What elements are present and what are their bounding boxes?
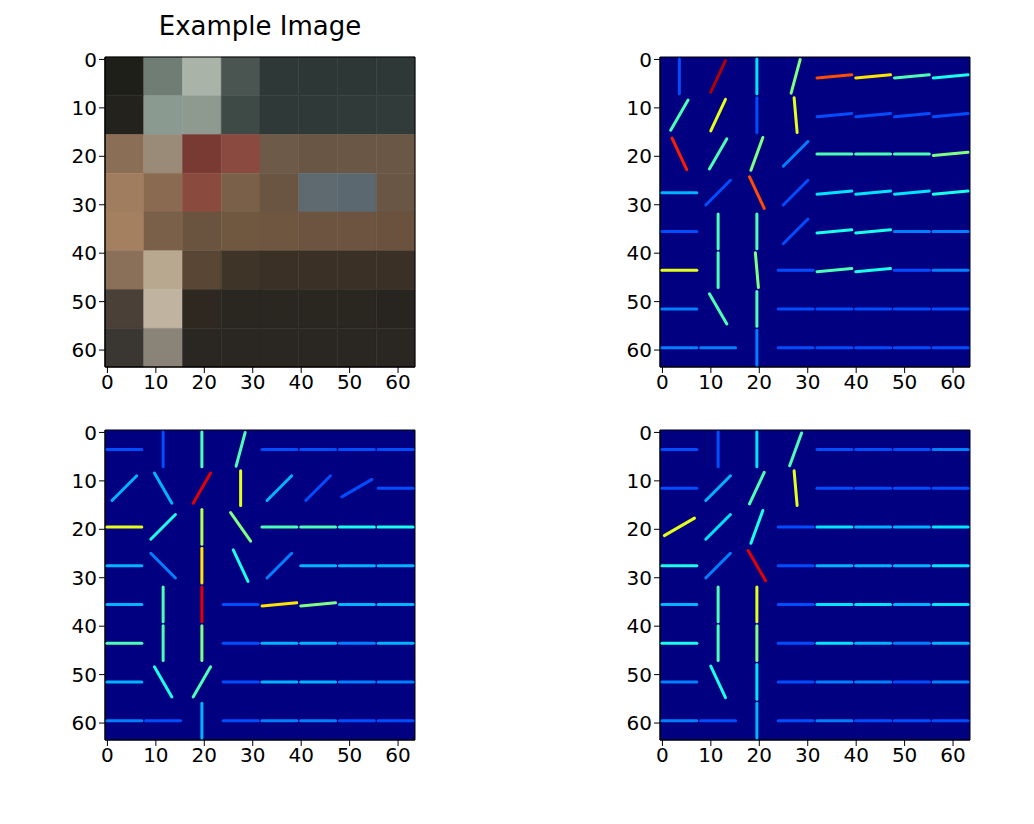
svg-text:60: 60	[385, 370, 410, 394]
html-text:Example Image: Example Image	[158, 11, 362, 41]
svg-text:10: 10	[143, 370, 168, 394]
svg-text:60: 60	[940, 370, 965, 394]
svg-text:40: 40	[627, 241, 652, 265]
svg-text:10: 10	[627, 96, 652, 120]
svg-text:30: 30	[627, 193, 652, 217]
svg-text:0: 0	[84, 421, 97, 445]
svg-text:40: 40	[72, 614, 97, 638]
svg-text:60: 60	[72, 711, 97, 735]
svg-text:20: 20	[72, 144, 97, 168]
svg-text:20: 20	[747, 370, 772, 394]
svg-text:30: 30	[627, 566, 652, 590]
svg-text:50: 50	[72, 290, 97, 314]
svg-text:40: 40	[627, 614, 652, 638]
svg-text:50: 50	[892, 743, 917, 767]
svg-text:30: 30	[795, 370, 820, 394]
svg-text:30: 30	[240, 743, 265, 767]
svg-text:30: 30	[72, 193, 97, 217]
svg-text:0: 0	[639, 421, 652, 445]
svg-text:40: 40	[843, 370, 868, 394]
svg-text:40: 40	[288, 370, 313, 394]
svg-text:50: 50	[72, 663, 97, 687]
svg-text:30: 30	[72, 566, 97, 590]
svg-text:60: 60	[627, 711, 652, 735]
svg-text:50: 50	[892, 370, 917, 394]
svg-text:20: 20	[192, 743, 217, 767]
svg-text:0: 0	[639, 48, 652, 72]
svg-text:60: 60	[940, 743, 965, 767]
svg-text:30: 30	[795, 743, 820, 767]
svg-text:60: 60	[627, 338, 652, 362]
svg-text:10: 10	[627, 469, 652, 493]
svg-text:40: 40	[72, 241, 97, 265]
svg-text:60: 60	[385, 743, 410, 767]
svg-text:60: 60	[72, 338, 97, 362]
svg-text:0: 0	[84, 48, 97, 72]
svg-text:40: 40	[288, 743, 313, 767]
svg-text:10: 10	[698, 743, 723, 767]
svg-text:50: 50	[337, 370, 362, 394]
svg-text:10: 10	[143, 743, 168, 767]
svg-text:20: 20	[192, 370, 217, 394]
svg-text:0: 0	[656, 743, 669, 767]
svg-text:0: 0	[101, 370, 114, 394]
svg-text:20: 20	[627, 144, 652, 168]
svg-text:50: 50	[337, 743, 362, 767]
svg-text:10: 10	[698, 370, 723, 394]
svg-text:20: 20	[627, 517, 652, 541]
svg-text:0: 0	[101, 743, 114, 767]
svg-text:10: 10	[72, 469, 97, 493]
svg-text:10: 10	[72, 96, 97, 120]
svg-text:50: 50	[627, 663, 652, 687]
svg-text:20: 20	[747, 743, 772, 767]
svg-text:50: 50	[627, 290, 652, 314]
svg-text:40: 40	[843, 743, 868, 767]
svg-text:0: 0	[656, 370, 669, 394]
svg-text:20: 20	[72, 517, 97, 541]
svg-text:30: 30	[240, 370, 265, 394]
